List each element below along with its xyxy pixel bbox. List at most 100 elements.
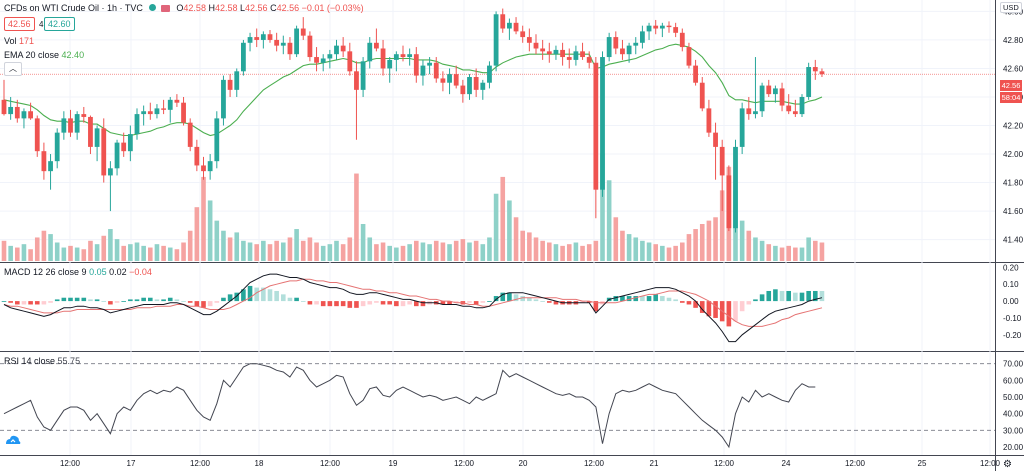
volume-bar xyxy=(407,244,412,261)
macd-line xyxy=(3,273,823,343)
macd-histogram-bar xyxy=(360,301,366,307)
time-tick-label: 24 xyxy=(782,459,791,468)
volume-bar xyxy=(181,242,186,261)
replay-icon[interactable] xyxy=(160,5,170,12)
macd-histogram-bar xyxy=(261,287,266,302)
macd-legend[interactable]: MACD 12 26 close 9 0.05 0.02 −0.04 xyxy=(4,267,152,277)
volume-bar xyxy=(21,244,27,261)
macd-histogram-bar xyxy=(400,301,406,307)
candle-body xyxy=(646,25,652,32)
volume-bar xyxy=(194,207,200,261)
macd-histogram-bar xyxy=(141,297,146,302)
candle-body xyxy=(586,57,592,63)
high-value: 42.58 xyxy=(214,3,238,13)
candle-body xyxy=(201,165,206,172)
macd-histogram-bar xyxy=(553,301,559,305)
macd-histogram-bar xyxy=(74,297,80,302)
candle-body xyxy=(174,99,180,103)
macd-histogram-bar xyxy=(8,301,13,303)
macd-histogram-bar xyxy=(819,290,825,302)
volume-bar xyxy=(613,217,619,261)
volume-bar xyxy=(746,230,752,261)
volume-bar xyxy=(779,247,785,261)
volume-bar xyxy=(540,240,545,261)
volume-bar xyxy=(274,240,279,261)
volume-bar xyxy=(473,240,479,261)
candle-body xyxy=(61,118,67,133)
time-tick-label: 25 xyxy=(918,459,927,468)
macd-tick-label: 0.00 xyxy=(1003,297,1019,306)
candle-body xyxy=(493,14,499,66)
candle-body xyxy=(28,111,33,119)
candle-body xyxy=(613,37,619,49)
volume-bar xyxy=(148,247,153,261)
volume-bar xyxy=(281,242,286,261)
volume-bar xyxy=(15,247,20,261)
rsi-tick-label: 30.00 xyxy=(1003,426,1024,435)
volume-bar xyxy=(699,224,705,261)
volume-bar xyxy=(61,247,67,261)
volume-bar xyxy=(527,232,532,261)
macd-histogram-bar xyxy=(114,301,120,303)
candle-body xyxy=(706,108,712,133)
volume-bar xyxy=(547,242,552,261)
volume-bar xyxy=(793,247,798,261)
volume-bar xyxy=(374,244,379,261)
candle-body xyxy=(713,132,718,147)
macd-histogram-bar xyxy=(693,301,698,308)
candle-body xyxy=(347,51,353,72)
collapse-legend-button[interactable]: ︿ xyxy=(4,62,22,76)
macd-histogram-bar xyxy=(148,297,153,302)
macd-histogram-bar xyxy=(507,292,512,302)
macd-histogram-bar xyxy=(699,301,705,313)
volume-bar xyxy=(347,237,353,261)
volume-bar xyxy=(513,217,519,261)
currency-label[interactable]: USD xyxy=(1000,2,1022,13)
gear-icon[interactable]: ⚙ xyxy=(1003,459,1012,470)
volume-bar xyxy=(773,245,778,261)
volume-bar xyxy=(327,244,333,261)
candle-body xyxy=(420,65,426,76)
volume-legend[interactable]: Vol 171 xyxy=(4,36,34,46)
rsi-tick-label: 60.00 xyxy=(1003,376,1024,385)
candle-body xyxy=(274,39,280,46)
volume-bar xyxy=(753,237,758,261)
rsi-legend[interactable]: RSI 14 close 55.75 xyxy=(4,356,80,366)
macd-histogram-bar xyxy=(586,301,592,303)
macd-histogram-bar xyxy=(513,294,519,302)
macd-histogram-bar xyxy=(633,296,639,302)
time-axis[interactable]: 12:00 17 12:00 18 12:00 19 12:00 20 12:00 21 12:00… xyxy=(60,459,1001,468)
volume-bar xyxy=(480,244,486,261)
macd-histogram-bar xyxy=(733,301,738,322)
buy-price-button[interactable]: 42.60 xyxy=(44,17,75,31)
volume-bar xyxy=(586,244,592,261)
tradingview-logo-icon[interactable] xyxy=(5,434,21,446)
candle-body xyxy=(812,67,818,72)
ema20-line xyxy=(3,43,823,137)
candle-body xyxy=(280,42,286,46)
ema-legend[interactable]: EMA 20 close 42.40 xyxy=(4,50,84,60)
symbol-legend[interactable]: CFDs on WTI Crude Oil · 1h · TVC O42.58 … xyxy=(4,3,364,13)
macd-histogram-bar xyxy=(527,297,532,302)
macd-histogram-bar xyxy=(680,301,685,303)
macd-histogram-bar xyxy=(646,296,652,302)
volume-bar xyxy=(739,220,745,261)
candle-body xyxy=(447,74,452,83)
macd-histogram-bar xyxy=(500,292,506,302)
macd-histogram-bar xyxy=(241,289,246,302)
candle-body xyxy=(686,47,692,66)
candle-body xyxy=(74,114,80,133)
candle-body xyxy=(759,85,765,112)
candle-body xyxy=(766,85,772,95)
volume-bar xyxy=(680,242,685,261)
price-axis[interactable]: 43.0042.8042.6042.4042.2042.0041.8041.60… xyxy=(1003,7,1024,452)
macd-tick-label: -0.10 xyxy=(1003,314,1022,323)
macd-histogram-bar xyxy=(340,301,346,307)
macd-histogram-bar xyxy=(101,301,107,302)
sell-price-button[interactable]: 42.56 xyxy=(4,17,35,31)
candle-body xyxy=(500,14,506,29)
time-tick-label: 18 xyxy=(255,459,264,468)
candle-body xyxy=(134,114,140,135)
rsi-tick-label: 40.00 xyxy=(1003,410,1024,419)
